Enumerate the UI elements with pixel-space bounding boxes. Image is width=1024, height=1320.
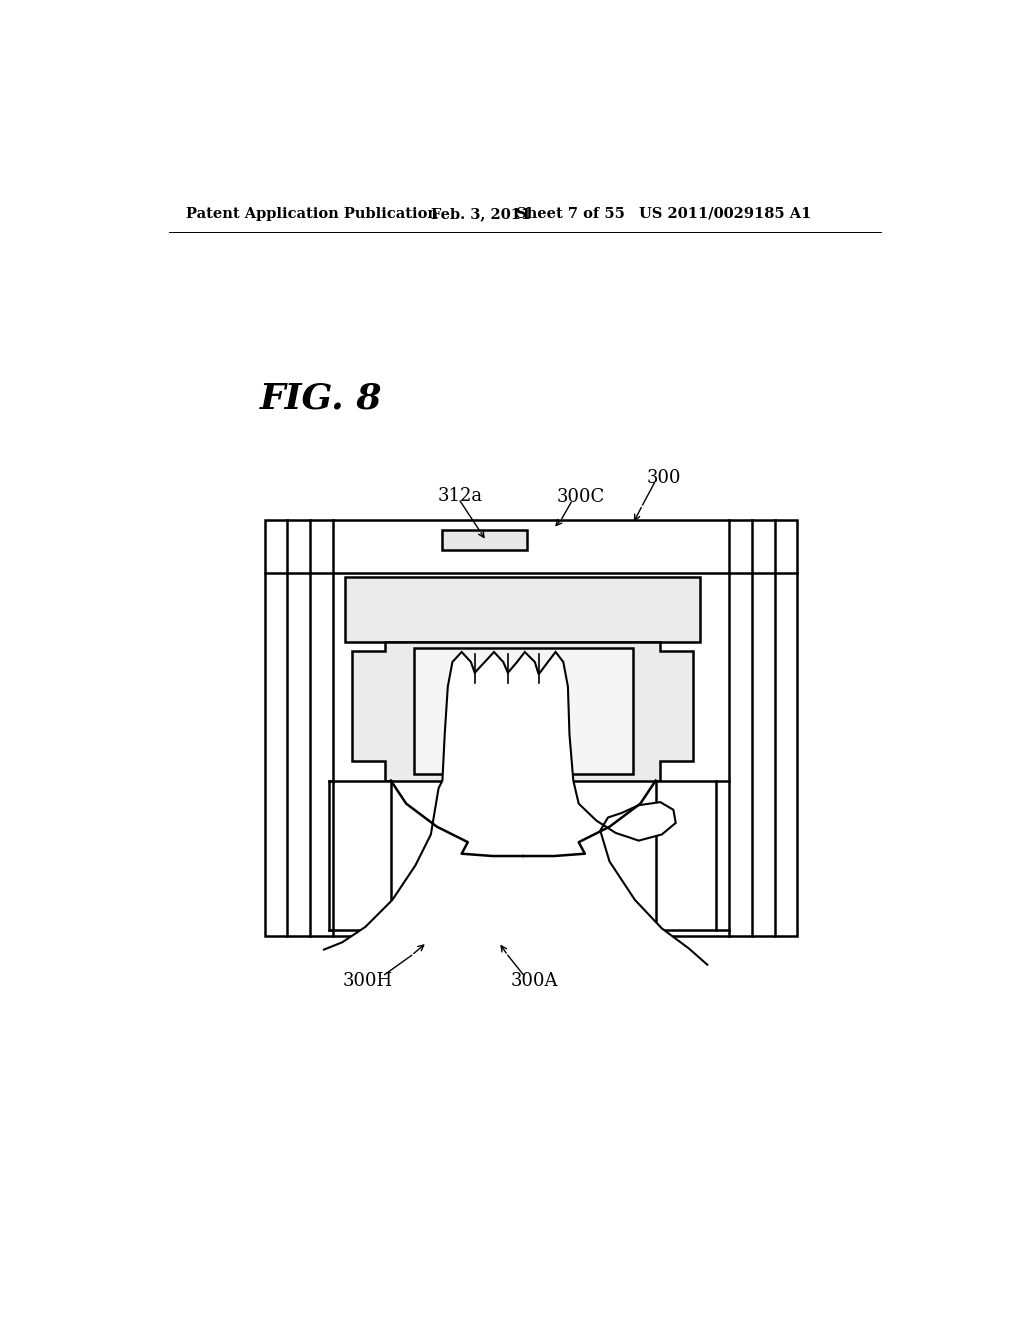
Text: Sheet 7 of 55: Sheet 7 of 55 (515, 207, 625, 220)
Text: Feb. 3, 2011: Feb. 3, 2011 (431, 207, 531, 220)
Bar (655, 780, 716, 929)
Text: 300C: 300C (557, 488, 605, 506)
Text: Patent Application Publication: Patent Application Publication (186, 207, 438, 220)
Polygon shape (323, 652, 708, 965)
Text: 300A: 300A (511, 972, 558, 990)
Bar (442, 529, 527, 549)
Text: 300: 300 (647, 469, 681, 487)
Polygon shape (345, 577, 700, 642)
Text: FIG. 8: FIG. 8 (260, 381, 382, 416)
Text: 300H: 300H (343, 972, 393, 990)
Bar (414, 648, 633, 775)
Bar (330, 780, 391, 929)
Text: 312a: 312a (437, 487, 482, 504)
Polygon shape (352, 642, 692, 780)
Text: US 2011/0029185 A1: US 2011/0029185 A1 (639, 207, 811, 220)
Bar (265, 520, 797, 936)
